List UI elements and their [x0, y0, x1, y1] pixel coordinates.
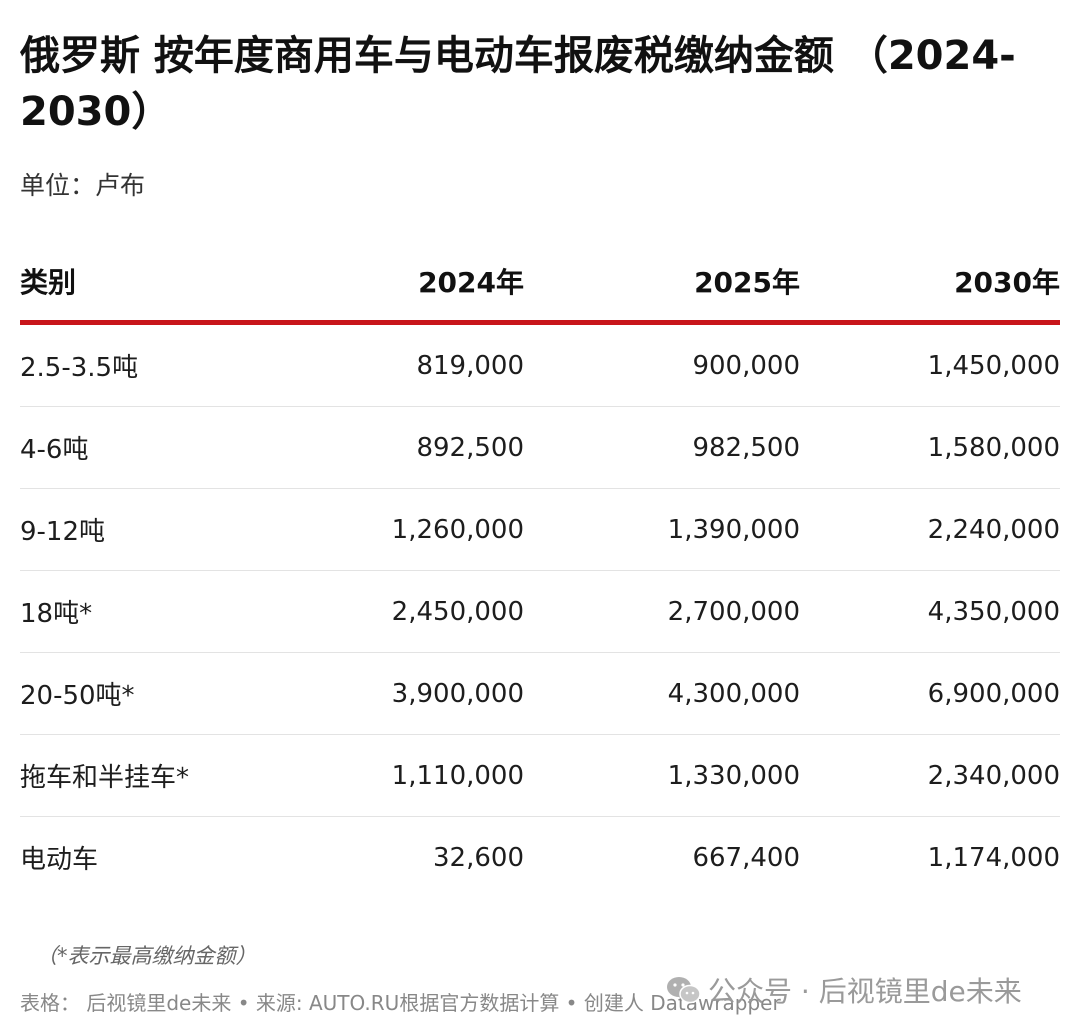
cell-2024: 2,450,000 [260, 570, 524, 653]
unit-subtitle: 单位：卢布 [20, 171, 146, 200]
row-category: 20-50吨* [20, 652, 260, 735]
column-header-2030: 2030年 [800, 242, 1060, 325]
cell-2025: 1,330,000 [524, 734, 800, 817]
row-category: 9-12吨 [20, 488, 260, 571]
chart-title: 俄罗斯 按年度商用车与电动车报废税缴纳金额 （2024-2030） [20, 33, 1016, 135]
cell-2025: 667,400 [692, 842, 800, 873]
footnote: （*表示最高缴纳金额） [36, 944, 257, 968]
cell-2030: 2,340,000 [800, 734, 1060, 817]
cell-2025: 1,390,000 [524, 488, 800, 571]
cell-2025: 2,700,000 [524, 570, 800, 653]
table-row: 4-6吨 892,500 982,500 1,580,000 [20, 406, 1060, 489]
cell-2030: 2,240,000 [800, 488, 1060, 571]
table-row: 拖车和半挂车* 1,110,000 1,330,000 2,340,000 [20, 734, 1060, 817]
column-header-2024: 2024年 [260, 242, 524, 325]
cell-2030: 6,900,000 [800, 652, 1060, 735]
wechat-icon [666, 975, 702, 1005]
column-header-category: 类别 [20, 242, 260, 325]
watermark-text: 公众号 · 后视镜里de未来 [708, 975, 1022, 1008]
cell-2024: 1,110,000 [260, 734, 524, 817]
cell-2025: 4,300,000 [524, 652, 800, 735]
data-table: 类别 2024年 2025年 2030年 2.5-3.5吨 819,000 90… [20, 242, 1060, 898]
cell-2030: 1,580,000 [800, 406, 1060, 489]
table-row: 20-50吨* 3,900,000 4,300,000 6,900,000 [20, 652, 1060, 735]
cell-2025: 982,500 [524, 406, 800, 489]
table-header-row: 类别 2024年 2025年 2030年 [20, 242, 1060, 325]
cell-2024: 892,500 [260, 406, 524, 489]
cell-2024: 3,900,000 [260, 652, 524, 735]
table-row: 2.5-3.5吨 819,000 900,000 1,450,000 [20, 322, 1060, 407]
cell-2024: 819,000 [260, 322, 524, 407]
cell-2024: 32,600 [433, 842, 524, 873]
cell-2030: 1,450,000 [800, 322, 1060, 407]
row-category: 电动车 [20, 845, 99, 875]
cell-2030: 4,350,000 [800, 570, 1060, 653]
cell-2030: 1,174,000 [927, 842, 1060, 873]
column-header-2025: 2025年 [524, 242, 800, 325]
row-category: 2.5-3.5吨 [20, 322, 260, 407]
row-category: 4-6吨 [20, 406, 260, 489]
cell-2024: 1,260,000 [260, 488, 524, 571]
table-row: 9-12吨 1,260,000 1,390,000 2,240,000 [20, 488, 1060, 571]
table-row: 18吨* 2,450,000 2,700,000 4,350,000 [20, 570, 1060, 653]
table-row: 电动车 32,600 667,400 1,174,000 [20, 817, 1060, 899]
row-category: 18吨* [20, 570, 260, 653]
wechat-watermark: 公众号 · 后视镜里de未来 [666, 968, 1022, 1012]
cell-2025: 900,000 [524, 322, 800, 407]
source-credit: 表格： 后视镜里de未来 • 来源: AUTO.RU根据官方数据计算 • 创建人… [20, 991, 781, 1015]
row-category: 拖车和半挂车* [20, 734, 260, 817]
